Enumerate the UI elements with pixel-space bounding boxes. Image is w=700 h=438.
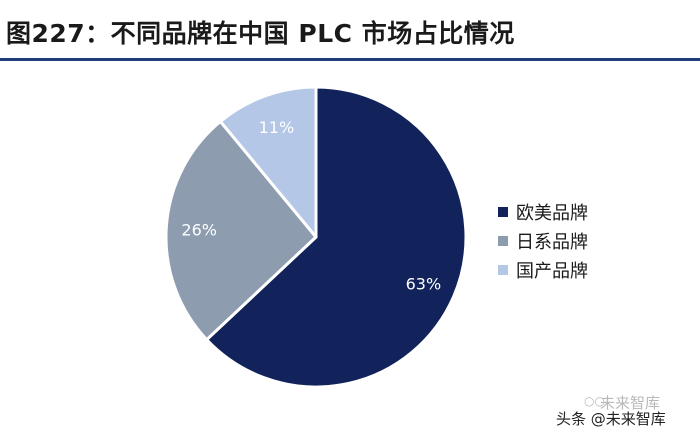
pie-slice-1 <box>205 85 468 389</box>
legend-swatch-3 <box>498 265 508 275</box>
title-divider <box>0 58 700 61</box>
slice-label-3: 11% <box>259 118 295 137</box>
pie-slice-2 <box>164 119 318 342</box>
pie-slice-labels: 63% 26% 11% <box>181 118 441 294</box>
pie-slice-3 <box>218 85 318 239</box>
legend-label-1: 欧美品牌 <box>516 203 588 224</box>
legend-swatch-2 <box>498 236 508 246</box>
slice-label-2: 26% <box>181 221 217 240</box>
chart-title: 图227：不同品牌在中国 PLC 市场占比情况 <box>6 19 515 48</box>
legend-label-2: 日系品牌 <box>516 232 588 253</box>
wechat-icon: ○○ <box>584 394 605 408</box>
slice-label-1: 63% <box>406 275 442 294</box>
legend-label-3: 国产品牌 <box>516 261 588 282</box>
watermark: ○○ 未来智库 头条 @未来智库 <box>556 392 700 432</box>
pie-slices <box>164 85 468 389</box>
legend-swatch-1 <box>498 207 508 217</box>
watermark-line2: 头条 @未来智库 <box>556 410 666 428</box>
watermark-line1: 未来智库 <box>600 394 661 412</box>
